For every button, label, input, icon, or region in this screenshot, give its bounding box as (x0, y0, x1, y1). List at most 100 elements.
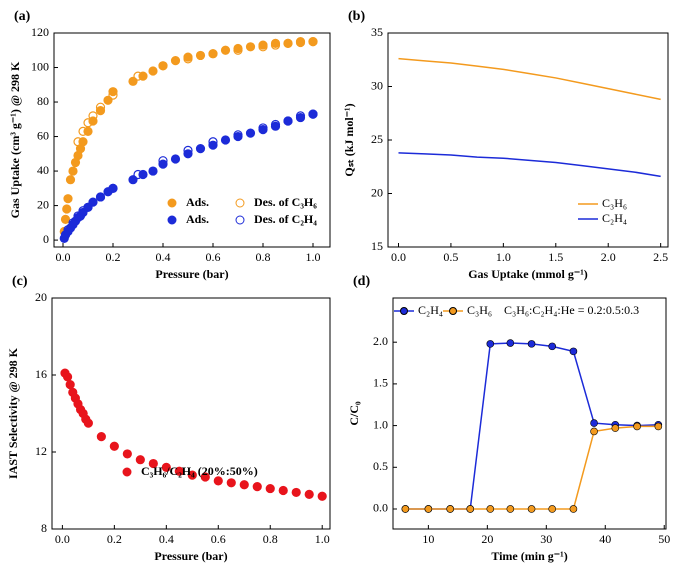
data-point (63, 194, 73, 204)
legend-marker (235, 198, 245, 208)
data-point (486, 340, 495, 348)
y-tick-label: 120 (31, 25, 49, 39)
data-point (233, 45, 243, 55)
data-point (270, 119, 281, 130)
x-tick-label: 1.0 (306, 250, 321, 264)
y-tick-label: 20 (371, 185, 383, 199)
data-point (200, 472, 210, 482)
data-point (73, 137, 83, 147)
data-point (95, 102, 106, 112)
x-tick-label: 1.0 (496, 250, 511, 264)
y-tick-label: 8 (41, 521, 47, 535)
data-point (270, 40, 281, 50)
data-point (128, 76, 138, 86)
y-axis-label: C/C₀ (347, 401, 361, 426)
data-point (161, 462, 171, 472)
x-tick-label: 0.6 (206, 250, 221, 264)
x-tick-label: 0.0 (55, 532, 70, 546)
data-point (133, 71, 143, 81)
legend-marker (167, 198, 177, 208)
data-point (220, 45, 231, 55)
data-point (65, 380, 75, 390)
x-tick-label: 2.0 (601, 250, 616, 264)
x-tick-label: 0.2 (107, 532, 122, 546)
data-point (109, 441, 119, 451)
data-point (195, 144, 206, 154)
x-tick-label: 0.5 (443, 250, 458, 264)
y-tick-label: 1.0 (373, 417, 388, 431)
y-axis-label: IAST Selectivity @ 298 K (6, 347, 20, 479)
data-point (148, 66, 158, 76)
data-point (245, 42, 256, 52)
legend-label: Des. of C₂H₄ (254, 212, 317, 226)
data-point (73, 211, 83, 221)
data-point (245, 128, 256, 138)
data-point (83, 118, 93, 128)
data-point (506, 339, 515, 347)
data-point (446, 505, 454, 513)
data-point (133, 169, 143, 180)
y-tick-label: 40 (37, 163, 49, 177)
x-tick-label: 30 (540, 532, 552, 546)
data-point (548, 342, 557, 351)
data-point (108, 90, 118, 100)
data-point (88, 197, 98, 207)
data-point (258, 123, 268, 133)
data-point (304, 489, 314, 499)
data-point (158, 61, 168, 71)
y-tick-label: 2.0 (373, 334, 388, 348)
legend-marker (449, 307, 457, 315)
data-point (401, 505, 410, 513)
data-point (233, 130, 243, 140)
data-point (158, 156, 168, 166)
data-point (83, 418, 93, 428)
data-point (103, 95, 113, 105)
data-point (65, 175, 76, 185)
data-point (295, 111, 306, 121)
x-tick-label: 1.0 (315, 532, 330, 546)
x-tick-label: 0.6 (211, 532, 226, 546)
data-point (187, 470, 197, 480)
data-point (63, 225, 73, 235)
x-tick-label: 0.4 (156, 250, 171, 264)
data-point (220, 135, 231, 145)
legend-label: C₃H₆/C₂H₄ (20%:50%) (141, 464, 258, 478)
data-point (239, 480, 249, 490)
data-point (308, 37, 318, 47)
panel-label: (b) (348, 9, 365, 24)
data-point (633, 422, 641, 431)
data-line (398, 152, 661, 178)
data-point (317, 491, 327, 501)
data-point (195, 50, 206, 61)
x-tick-label: 10 (422, 532, 434, 546)
legend-label: Ads. (186, 212, 209, 226)
legend-label: C₃H₆ (602, 196, 627, 210)
data-point (283, 116, 293, 126)
y-tick-label: 25 (371, 132, 383, 146)
x-tick-label: 20 (481, 532, 493, 546)
data-point (108, 183, 118, 193)
x-axis-label: Pressure (bar) (155, 267, 228, 281)
data-point (122, 449, 132, 459)
y-tick-label: 12 (35, 444, 47, 458)
legend-label: C₂H₄ (418, 303, 443, 317)
legend-marker (167, 215, 177, 225)
data-point (569, 505, 578, 513)
y-tick-label: 1.5 (373, 376, 388, 390)
data-point (174, 466, 184, 476)
data-point (424, 505, 433, 513)
data-point (96, 432, 106, 442)
x-axis-label: Gas Uptake (mmol g⁻¹) (468, 267, 588, 281)
x-tick-label: 50 (658, 532, 670, 546)
data-point (60, 230, 71, 240)
data-point (170, 56, 181, 66)
data-line (405, 425, 659, 510)
data-point (548, 505, 557, 513)
panel-label: (d) (353, 274, 370, 289)
data-point (291, 487, 301, 498)
y-tick-label: 15 (371, 239, 383, 253)
y-tick-label: 0.0 (373, 501, 388, 515)
data-point (258, 42, 268, 52)
y-tick-label: 35 (371, 25, 383, 39)
data-point (486, 505, 495, 513)
